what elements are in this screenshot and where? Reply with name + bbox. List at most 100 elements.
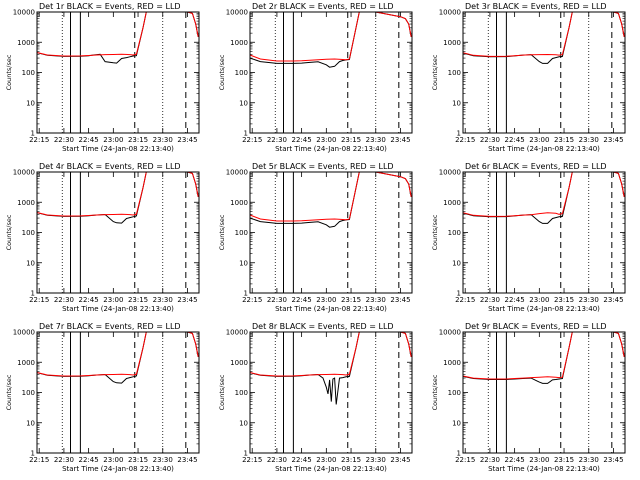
panel-det-1: Det 1r BLACK = Events, RED = LLD Counts/s… <box>5 2 200 153</box>
x-tick-label: 23:45 <box>390 456 410 464</box>
series-lld <box>462 171 625 217</box>
y-tick-label: 10000 <box>226 169 248 177</box>
panel-det-9: Det 9r BLACK = Events, RED = LLD Counts/s… <box>431 322 626 473</box>
x-tick-label: 22:45 <box>292 136 312 144</box>
y-tick-label: 1000 <box>230 199 248 207</box>
x-tick-label: 22:30 <box>267 296 287 304</box>
y-tick-label: 100 <box>235 389 248 397</box>
series-lld <box>462 11 625 57</box>
panel-det-2: Det 2r BLACK = Events, RED = LLD Counts/s… <box>218 2 413 153</box>
plot-frame <box>462 11 626 134</box>
x-tick-label: 23:45 <box>603 456 623 464</box>
y-tick-label: 10 <box>452 419 461 427</box>
series-lld <box>36 11 199 57</box>
y-tick-label: 1000 <box>17 199 35 207</box>
y-tick-label: 10 <box>26 259 35 267</box>
panel-title: Det 3r BLACK = Events, RED = LLD <box>465 2 607 11</box>
y-tick-label: 100 <box>22 229 35 237</box>
y-tick-label: 1 <box>31 130 35 138</box>
x-tick-label: 23:15 <box>128 296 148 304</box>
x-tick-label: 23:00 <box>529 136 549 144</box>
y-tick-label: 10000 <box>439 9 461 17</box>
series-lld <box>36 331 199 377</box>
x-tick-label: 22:15 <box>242 296 262 304</box>
y-tick-label: 10000 <box>226 329 248 337</box>
y-tick-label: 10000 <box>13 9 35 17</box>
panel-det-4: Det 4r BLACK = Events, RED = LLD Counts/s… <box>5 162 200 313</box>
series-lld <box>462 331 625 380</box>
x-tick-label: 23:15 <box>128 136 148 144</box>
y-tick-label: 10000 <box>439 329 461 337</box>
y-tick-label: 1 <box>457 130 461 138</box>
y-tick-label: 1 <box>457 290 461 298</box>
x-tick-label: 22:45 <box>79 456 99 464</box>
x-tick-label: 23:45 <box>603 136 623 144</box>
plot-frame <box>36 331 200 454</box>
x-tick-label: 22:45 <box>505 456 525 464</box>
y-tick-label: 100 <box>22 69 35 77</box>
x-axis-label: Start Time (24-Jan-08 22:13:40) <box>488 465 600 473</box>
plot-frame <box>36 171 200 294</box>
y-axis-label: Counts/sec <box>218 54 226 90</box>
y-axis-label: Counts/sec <box>218 374 226 410</box>
panel-det-8: Det 8r BLACK = Events, RED = LLD Counts/s… <box>218 322 413 473</box>
y-tick-label: 1 <box>244 130 248 138</box>
y-tick-label: 1000 <box>230 359 248 367</box>
x-tick-label: 22:15 <box>242 136 262 144</box>
x-tick-label: 23:30 <box>579 456 599 464</box>
x-tick-label: 22:15 <box>29 136 49 144</box>
y-tick-label: 10 <box>26 419 35 427</box>
x-tick-label: 23:15 <box>554 136 574 144</box>
x-tick-label: 22:45 <box>292 456 312 464</box>
x-axis-label: Start Time (24-Jan-08 22:13:40) <box>275 145 387 153</box>
x-tick-label: 23:00 <box>316 136 336 144</box>
x-tick-label: 22:30 <box>54 296 74 304</box>
y-axis-label: Counts/sec <box>5 54 13 90</box>
y-axis-label: Counts/sec <box>431 374 439 410</box>
x-tick-label: 23:15 <box>128 456 148 464</box>
series-lld <box>249 171 412 222</box>
x-tick-label: 23:00 <box>316 296 336 304</box>
y-tick-label: 10000 <box>226 9 248 17</box>
x-tick-label: 23:30 <box>153 296 173 304</box>
y-axis-label: Counts/sec <box>431 214 439 250</box>
x-tick-label: 23:00 <box>103 136 123 144</box>
plot-frame <box>36 11 200 134</box>
y-tick-label: 10000 <box>13 169 35 177</box>
y-tick-label: 10 <box>239 259 248 267</box>
y-tick-label: 1000 <box>230 39 248 47</box>
x-tick-label: 22:30 <box>54 456 74 464</box>
y-tick-label: 10 <box>239 419 248 427</box>
y-tick-label: 1 <box>244 450 248 458</box>
x-tick-label: 23:15 <box>341 296 361 304</box>
y-tick-label: 10 <box>26 99 35 107</box>
x-tick-label: 23:30 <box>366 136 386 144</box>
x-tick-label: 22:45 <box>505 296 525 304</box>
x-tick-label: 22:15 <box>455 296 475 304</box>
x-tick-label: 22:45 <box>292 296 312 304</box>
y-tick-label: 1 <box>31 290 35 298</box>
x-tick-label: 23:30 <box>153 456 173 464</box>
series-events <box>462 11 625 64</box>
panel-det-6: Det 6r BLACK = Events, RED = LLD Counts/s… <box>431 162 626 313</box>
x-tick-label: 22:45 <box>505 136 525 144</box>
panel-det-5: Det 5r BLACK = Events, RED = LLD Counts/s… <box>218 162 413 313</box>
y-tick-label: 10 <box>452 259 461 267</box>
panel-title: Det 6r BLACK = Events, RED = LLD <box>465 162 607 171</box>
y-tick-label: 1 <box>457 450 461 458</box>
x-axis-label: Start Time (24-Jan-08 22:13:40) <box>62 305 174 313</box>
x-tick-label: 23:45 <box>603 296 623 304</box>
panel-title: Det 7r BLACK = Events, RED = LLD <box>39 322 181 331</box>
y-tick-label: 10 <box>239 99 248 107</box>
x-tick-label: 22:15 <box>455 136 475 144</box>
x-tick-label: 23:45 <box>390 136 410 144</box>
x-tick-label: 23:45 <box>177 456 197 464</box>
y-tick-label: 1 <box>244 290 248 298</box>
panel-title: Det 9r BLACK = Events, RED = LLD <box>465 322 607 331</box>
x-tick-label: 23:45 <box>177 136 197 144</box>
y-tick-label: 10 <box>452 99 461 107</box>
plot-frame <box>249 171 413 294</box>
x-tick-label: 23:15 <box>554 456 574 464</box>
x-tick-label: 23:00 <box>103 456 123 464</box>
